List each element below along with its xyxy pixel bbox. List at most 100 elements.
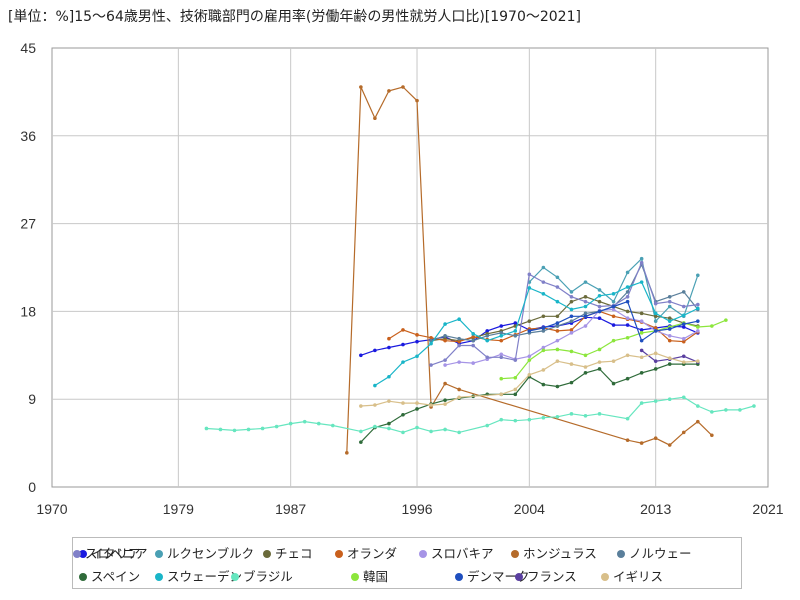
data-point [541,345,546,350]
data-point [653,329,658,333]
data-point [639,311,644,316]
data-point [499,355,504,360]
data-point [667,397,672,402]
data-point [541,329,546,333]
legend-marker [155,550,163,558]
data-point [527,329,532,333]
series-12 [527,299,700,343]
legend-item: オランダ [335,543,397,562]
legend-label: イタリア [91,546,141,561]
data-point [583,353,588,358]
data-point [569,307,574,312]
y-tick-label: 27 [20,216,36,232]
data-point [387,89,391,93]
data-point [625,316,630,321]
data-point [653,367,658,371]
data-point [667,299,672,304]
data-point [611,338,616,343]
data-point [710,433,714,438]
line-chart: 0 9 18 27 36 45 1970 1979 1987 1996 2004 2013 2021 [20,40,783,517]
data-point [555,285,560,289]
data-point [696,306,700,311]
data-point [457,336,461,341]
data-point [583,371,588,375]
data-point [443,402,447,406]
data-point [429,429,433,434]
data-point [653,311,658,316]
data-point [738,408,742,412]
legend-marker [455,573,463,581]
data-point [499,392,504,397]
data-point [569,362,574,366]
data-point [583,304,588,309]
data-point [569,331,574,335]
data-point [625,376,630,381]
data-point [541,368,546,372]
data-point [611,323,616,327]
data-point [345,451,349,455]
legend-item: スペイン [79,566,140,585]
data-point [401,328,405,332]
data-point [443,338,447,343]
legend-label: ノルウェー [629,546,692,561]
data-point [415,407,419,411]
data-point [569,319,574,323]
legend-item: ブラジル [231,566,293,585]
data-point [625,353,630,358]
series-line [346,86,713,453]
data-point [667,333,672,338]
data-point [555,321,560,325]
data-point [681,325,686,329]
legend-item: デンマーク [455,566,530,585]
data-point [359,353,363,358]
data-point [387,336,391,341]
legend-marker [73,550,81,558]
data-point [597,299,602,304]
data-point [541,292,546,296]
data-point [625,294,630,299]
data-point [555,347,560,352]
legend-item: ルクセンブルク [155,543,254,562]
data-point [499,352,504,357]
data-point [625,290,630,294]
data-point [625,270,630,275]
data-point [681,395,686,400]
legend-item: フランス [515,566,577,585]
x-tick-label: 1979 [163,501,194,517]
data-point [639,371,644,375]
data-point [667,356,672,361]
data-point [471,334,475,339]
data-point [443,358,447,362]
series-line [430,260,698,366]
data-point [513,321,518,325]
legend-marker [79,573,87,581]
data-point [513,392,518,397]
data-point [443,381,447,386]
data-point [513,418,518,423]
data-point [485,329,490,333]
data-point [527,373,532,377]
data-point [667,316,672,321]
data-point [625,285,630,289]
data-point [541,415,546,420]
series-11 [499,318,728,381]
data-point [597,309,602,314]
chart-title: [単位：%]15～64歳男性、技術職部門の雇用率(労働年齢の男性就労人口比)[1… [8,9,581,25]
data-point [555,324,560,328]
data-point [387,374,391,379]
data-point [569,299,574,304]
legend-label: デンマーク [467,569,530,584]
axis-tick-labels: 0 9 18 27 36 45 1970 1979 1987 1996 2004 2013 2021 [20,40,783,517]
legend-marker [617,550,625,558]
data-point [541,326,546,330]
legend-marker [351,573,359,581]
data-point [429,341,433,346]
data-point [597,288,602,292]
data-point [457,360,461,364]
data-point [681,322,686,326]
data-point [625,416,630,421]
x-tick-label: 1996 [401,501,432,517]
data-point [569,412,574,416]
data-point [667,319,672,323]
data-point [696,319,700,323]
